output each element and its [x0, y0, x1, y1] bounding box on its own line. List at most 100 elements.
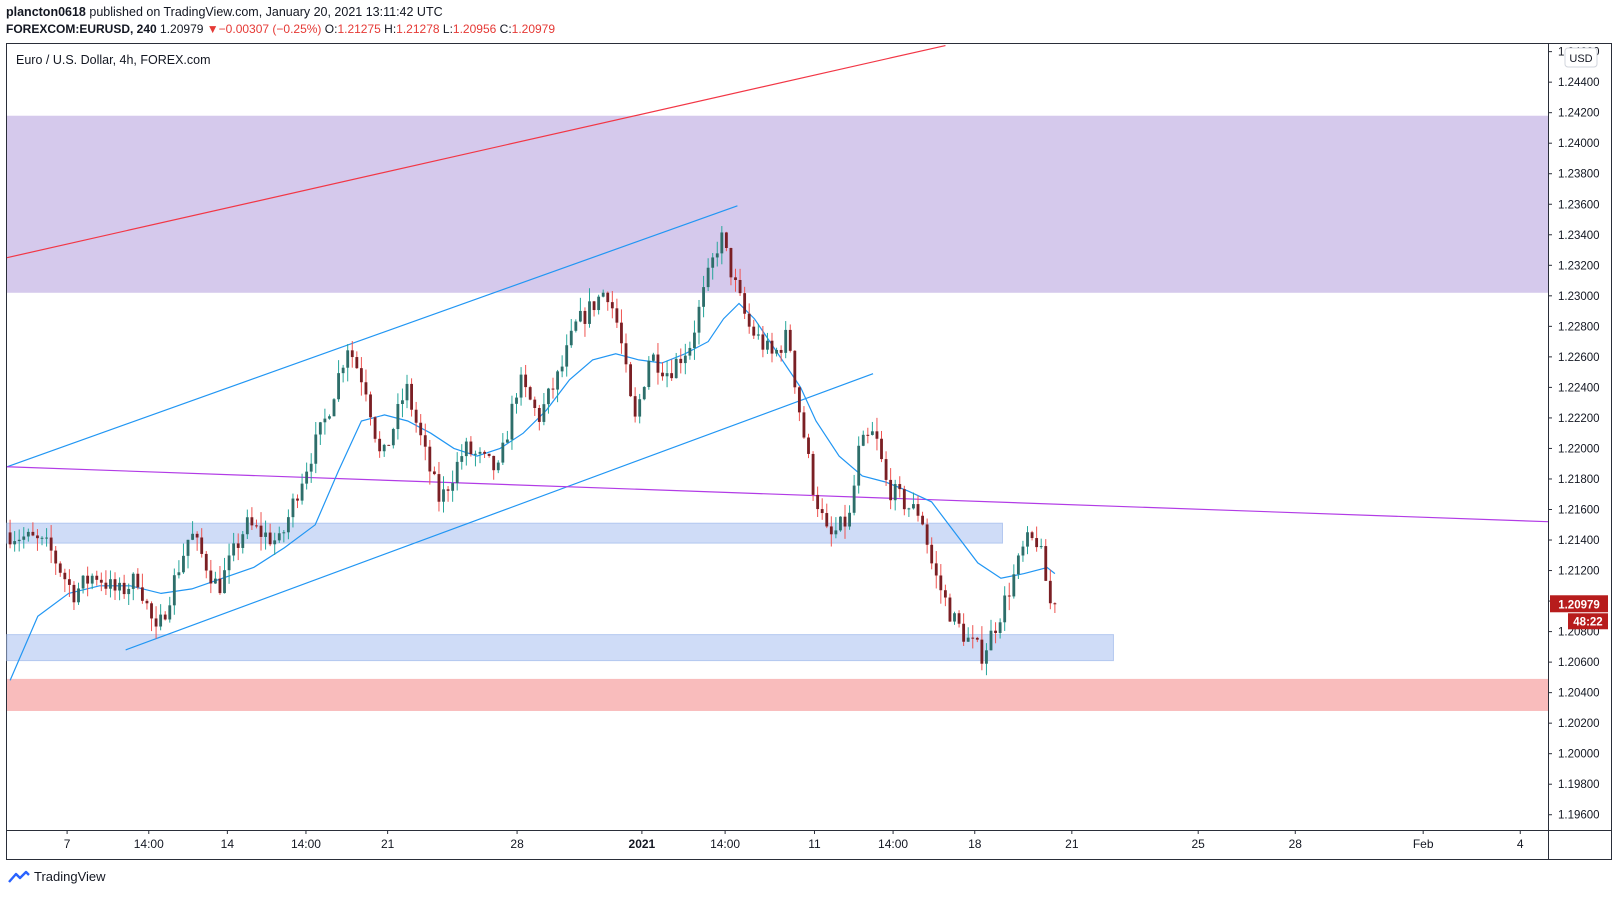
candle: [610, 291, 614, 319]
price-tick-label: 1.21200: [1558, 566, 1600, 578]
candle: [515, 393, 518, 414]
candle: [387, 444, 391, 446]
candle: [674, 352, 678, 379]
candle: [382, 443, 386, 457]
candle: [8, 519, 12, 549]
red-trendline[interactable]: [6, 44, 946, 259]
price-tick-label: 1.20600: [1558, 657, 1600, 669]
candle: [779, 345, 783, 362]
candle: [893, 479, 897, 511]
candle: [948, 593, 952, 622]
support-zone-blue-lower[interactable]: [6, 634, 1114, 662]
candle: [989, 619, 993, 651]
candle: [99, 572, 103, 592]
close-value: 1.20979: [511, 22, 556, 36]
candle: [359, 357, 363, 396]
last-price: 1.20979: [160, 22, 204, 36]
price-tick-label: 1.24400: [1558, 77, 1600, 89]
candle: [1039, 538, 1043, 549]
price-tick-label: 1.24200: [1558, 108, 1600, 120]
candle: [752, 319, 756, 339]
candle: [195, 531, 199, 551]
candle: [469, 436, 473, 457]
candle: [264, 520, 267, 550]
candle: [213, 571, 217, 584]
candle: [305, 462, 309, 490]
candle: [232, 532, 236, 562]
price-tick-label: 1.22000: [1558, 443, 1600, 455]
chart-header: plancton0618 published on TradingView.co…: [6, 4, 555, 38]
publisher-name[interactable]: plancton0618: [6, 5, 86, 19]
candle: [966, 627, 970, 642]
candle: [191, 521, 194, 541]
candle: [373, 416, 377, 443]
candle: [1007, 582, 1011, 611]
price-axis[interactable]: 1.19600 1.19800 1.20000 1.20200 1.20400 1.206…: [1548, 47, 1600, 822]
candle: [651, 352, 655, 362]
candle: [1026, 526, 1029, 555]
price-tick-label: 1.23600: [1558, 199, 1600, 211]
candle: [131, 572, 135, 601]
candle: [670, 359, 674, 381]
chart-frame: [6, 43, 1612, 860]
candle: [688, 341, 692, 360]
candle: [323, 408, 327, 435]
bar-countdown: 48:22: [1573, 616, 1602, 628]
support-zone-blue-upper[interactable]: [6, 522, 1003, 544]
channel-lower-line[interactable]: [125, 373, 874, 651]
brand-name: TradingView: [34, 869, 106, 884]
candle: [724, 231, 728, 252]
demand-zone-red[interactable]: [7, 678, 1548, 711]
candle: [720, 226, 724, 265]
price-tick-label: 1.21600: [1558, 504, 1600, 516]
candle: [588, 288, 591, 328]
time-tick-label: 25: [1192, 837, 1206, 851]
candle: [788, 324, 792, 353]
candle: [624, 333, 628, 373]
currency-badge[interactable]: USD: [1564, 47, 1598, 68]
candle: [565, 334, 569, 377]
candle: [980, 626, 984, 671]
candle: [118, 577, 121, 601]
candle: [843, 504, 847, 539]
candle: [378, 431, 382, 458]
candle: [255, 519, 258, 529]
price-tick-label: 1.19600: [1558, 810, 1600, 822]
candle: [350, 341, 354, 368]
candle: [866, 427, 870, 444]
candle: [77, 582, 80, 605]
supply-zone-purple[interactable]: [7, 115, 1548, 293]
price-tick-label: 1.19800: [1558, 779, 1600, 791]
candle: [410, 378, 413, 417]
symbol-label[interactable]: FOREXCOM:EURUSD, 240: [6, 22, 157, 36]
footer-branding[interactable]: TradingView: [8, 869, 106, 884]
candle: [912, 492, 915, 510]
candle: [510, 395, 514, 450]
candle: [355, 351, 359, 369]
candle: [825, 503, 829, 529]
time-tick-label: 14:00: [710, 837, 740, 851]
candle: [36, 529, 39, 551]
purple-trendline[interactable]: [6, 466, 1549, 523]
candle: [296, 494, 299, 509]
candle: [766, 332, 769, 355]
candle: [683, 343, 687, 375]
channel-upper-line[interactable]: [6, 205, 738, 468]
candle: [172, 568, 176, 615]
candle: [697, 299, 701, 345]
candle: [661, 362, 664, 381]
time-axis[interactable]: 7 14:00 14 14:00 21 28 2021 14:00 11 14:00 18 21 25 2…: [64, 830, 1524, 851]
chart-title: Euro / U.S. Dollar, 4h, FOREX.com: [16, 53, 211, 67]
price-tick-label: 1.20800: [1558, 627, 1600, 639]
candle: [227, 543, 231, 584]
candle: [1012, 564, 1016, 599]
candle: [665, 360, 669, 388]
candle: [90, 573, 94, 590]
candle: [615, 298, 619, 328]
candle: [679, 348, 683, 374]
candle: [186, 539, 190, 569]
candle: [396, 393, 400, 440]
candle: [487, 453, 491, 458]
price-tick-label: 1.24000: [1558, 138, 1600, 150]
